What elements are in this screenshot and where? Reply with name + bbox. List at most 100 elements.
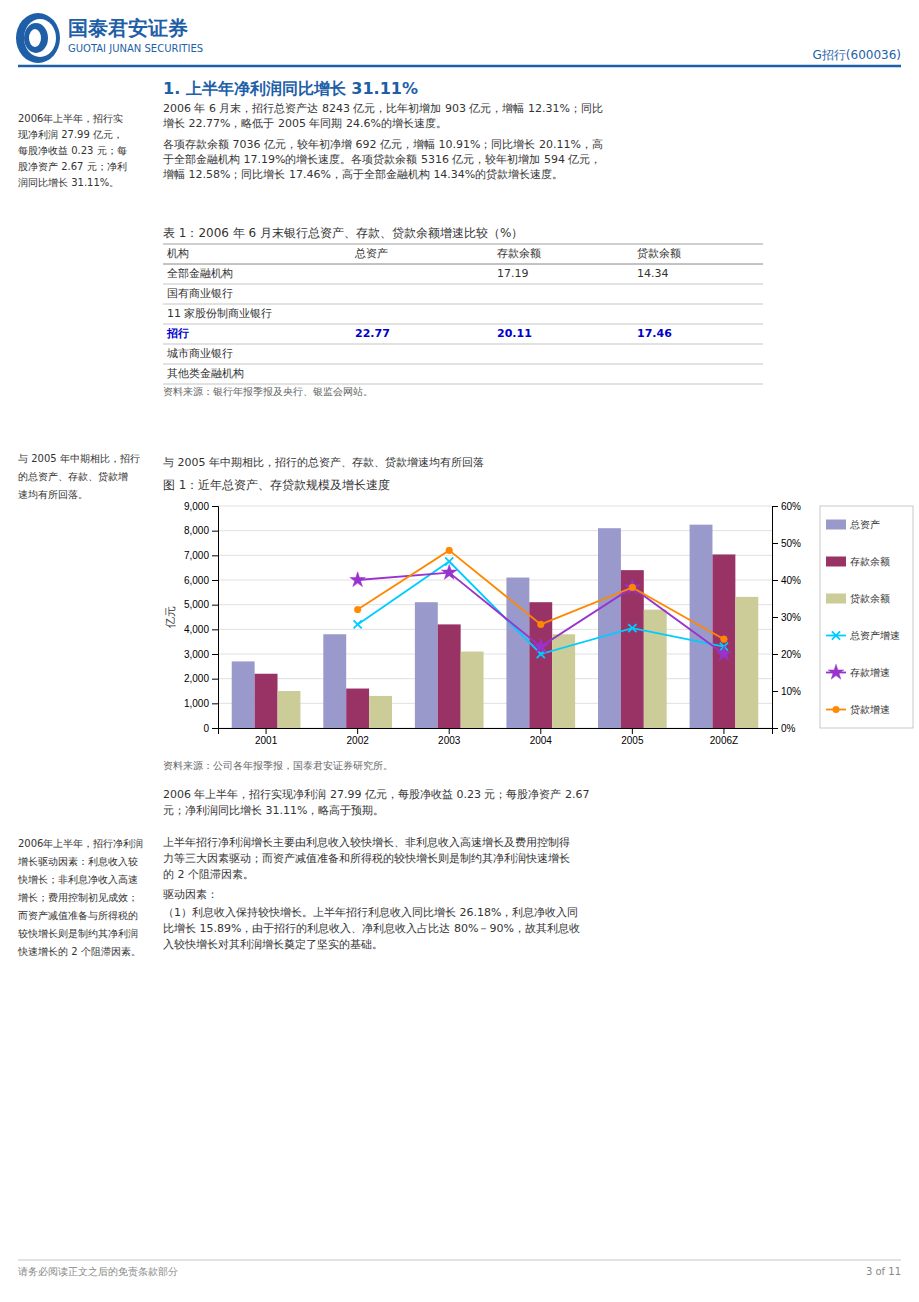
axis-line	[219, 729, 773, 735]
y2-tick: 30%	[772, 612, 801, 623]
x-tick: 2004	[530, 728, 553, 746]
y-tick: 9,000	[184, 501, 218, 512]
tick-mark	[772, 728, 778, 729]
table-header: 存款余额	[497, 247, 541, 260]
table-header: 贷款余额	[637, 247, 681, 260]
tick-mark	[772, 654, 778, 655]
sidebar-text: 增长；费用控制初见成效；	[17, 892, 138, 903]
x-axis: 200120022003200420052006Z	[219, 728, 773, 746]
legend-box	[820, 506, 913, 728]
body-text: 驱动因素：	[163, 888, 218, 901]
sidebar-text: 2006年上半年，招行净利润	[18, 838, 143, 849]
bar	[323, 634, 346, 728]
body-text: 比增长 15.89%，由于招行的利息收入、净利息收入占比达 80%－90%，故其…	[163, 922, 580, 935]
table-cell: 11 家股份制商业银行	[167, 307, 273, 320]
tick-mark	[266, 728, 267, 734]
grid-line	[218, 604, 772, 605]
grid-line	[218, 506, 772, 507]
body-text: 各项存款余额 7036 亿元，较年初净增 692 亿元，增幅 10.91%；同比…	[163, 138, 603, 151]
y-axis-title: 亿元	[164, 606, 177, 629]
footer-text: 请务必阅读正文之后的免责条款部分	[18, 1266, 178, 1277]
logo-shape	[24, 23, 48, 53]
tick-mark	[632, 728, 633, 734]
marker	[629, 584, 636, 591]
logo	[16, 13, 60, 63]
legend: 总资产存款余额贷款余额总资产增速存款增速贷款增速	[820, 506, 913, 728]
tick-label: 10%	[781, 686, 801, 697]
legend-label: 总资产增速	[849, 630, 900, 641]
tick-label: 2,000	[184, 673, 209, 684]
legend-item: 总资产	[826, 519, 880, 530]
body-text: 与 2005 年中期相比，招行的总资产、存款、贷款增速均有所回落	[163, 456, 484, 469]
legend-swatch	[826, 520, 846, 530]
table-rule	[163, 264, 763, 265]
body-text: （1）利息收入保持较快增长。上半年招行利息收入同比增长 26.18%，利息净收入…	[163, 906, 578, 919]
marker	[533, 638, 549, 653]
tick-label: 40%	[781, 575, 801, 586]
y-tick: 2,000	[184, 673, 218, 684]
tick-mark	[212, 654, 218, 655]
tick-mark	[212, 728, 218, 729]
tick-label: 5,000	[184, 599, 209, 610]
body-text: 入较快增长对其利润增长奠定了坚实的基础。	[163, 938, 383, 951]
tick-mark	[723, 728, 724, 734]
page: 国泰君安证券GUOTAI JUNAN SECURITIESG招行(600036)…	[0, 0, 919, 1302]
table-rule	[163, 364, 763, 365]
bar	[712, 554, 735, 728]
sidebar-text: 较快增长则是制约其净利润	[18, 928, 138, 939]
y-tick: 5,000	[184, 599, 218, 610]
logo-shape	[16, 13, 60, 63]
line-series	[354, 557, 728, 658]
page-content: 国泰君安证券GUOTAI JUNAN SECURITIESG招行(600036)…	[16, 13, 901, 1277]
table-rule	[163, 384, 763, 385]
tick-mark	[772, 617, 778, 618]
source-note: 资料来源：银行年报季报及央行、银监会网站。	[163, 386, 373, 397]
bar-series	[255, 554, 736, 728]
tick-mark	[772, 543, 778, 544]
grid	[218, 506, 772, 728]
tick-mark	[357, 728, 358, 734]
table-cell: 城市商业银行	[166, 347, 233, 360]
tick-mark	[540, 728, 541, 734]
sidebar-text: 的总资产、存款、贷款增	[18, 471, 128, 482]
bar-series	[278, 597, 759, 728]
legend-marker	[832, 631, 840, 639]
tick-mark	[212, 629, 218, 630]
tick-mark	[212, 580, 218, 581]
tick-mark	[212, 506, 218, 507]
x-tick: 2005	[621, 728, 644, 746]
tick-label: 2002	[347, 735, 370, 746]
table-cell: 14.34	[637, 267, 669, 280]
sidebar-text: 每股净收益 0.23 元；每	[18, 145, 127, 156]
legend-marker	[828, 664, 844, 679]
chart: 200120022003200420052006Z01,0002,0003,00…	[164, 501, 913, 746]
body-text: 于全部金融机构 17.19%的增长速度。各项贷款余额 5316 亿元，较年初增加…	[163, 153, 601, 166]
section-title: 1. 上半年净利润同比增长 31.11%	[163, 79, 418, 98]
legend-item: 总资产增速	[826, 630, 900, 641]
grid-line	[218, 555, 772, 556]
table-rule	[163, 344, 763, 345]
tick-label: 0%	[781, 723, 796, 734]
legend-item: 贷款增速	[826, 704, 890, 715]
table-cell: 17.46	[637, 327, 672, 340]
y-tick: 1,000	[184, 698, 218, 709]
tick-label: 3,000	[184, 649, 209, 660]
tick-label: 7,000	[184, 550, 209, 561]
body-text: 2006 年 6 月末，招行总资产达 8243 亿元，比年初增加 903 亿元，…	[163, 102, 603, 115]
body-text: 力等三大因素驱动；而资产减值准备和所得税的较快增长则是制约其净利润快速增长	[163, 852, 570, 865]
y2-tick: 50%	[772, 538, 801, 549]
sidebar-text: 股净资产 2.67 元；净利	[18, 161, 127, 172]
y-tick: 7,000	[184, 550, 218, 561]
y2-tick: 10%	[772, 686, 801, 697]
grid-line	[218, 530, 772, 531]
bar	[278, 691, 301, 728]
sidebar-text: 与 2005 年中期相比，招行	[18, 453, 140, 464]
tick-label: 2006Z	[710, 735, 738, 746]
y-tick: 8,000	[184, 525, 218, 536]
source-note: 资料来源：公司各年报季报，国泰君安证券研究所。	[163, 760, 393, 771]
sidebar-text: 而资产减值准备与所得税的	[18, 910, 138, 921]
table-cell: 22.77	[355, 327, 390, 340]
bar	[415, 602, 438, 728]
grid-line	[218, 703, 772, 704]
bar	[461, 652, 484, 728]
